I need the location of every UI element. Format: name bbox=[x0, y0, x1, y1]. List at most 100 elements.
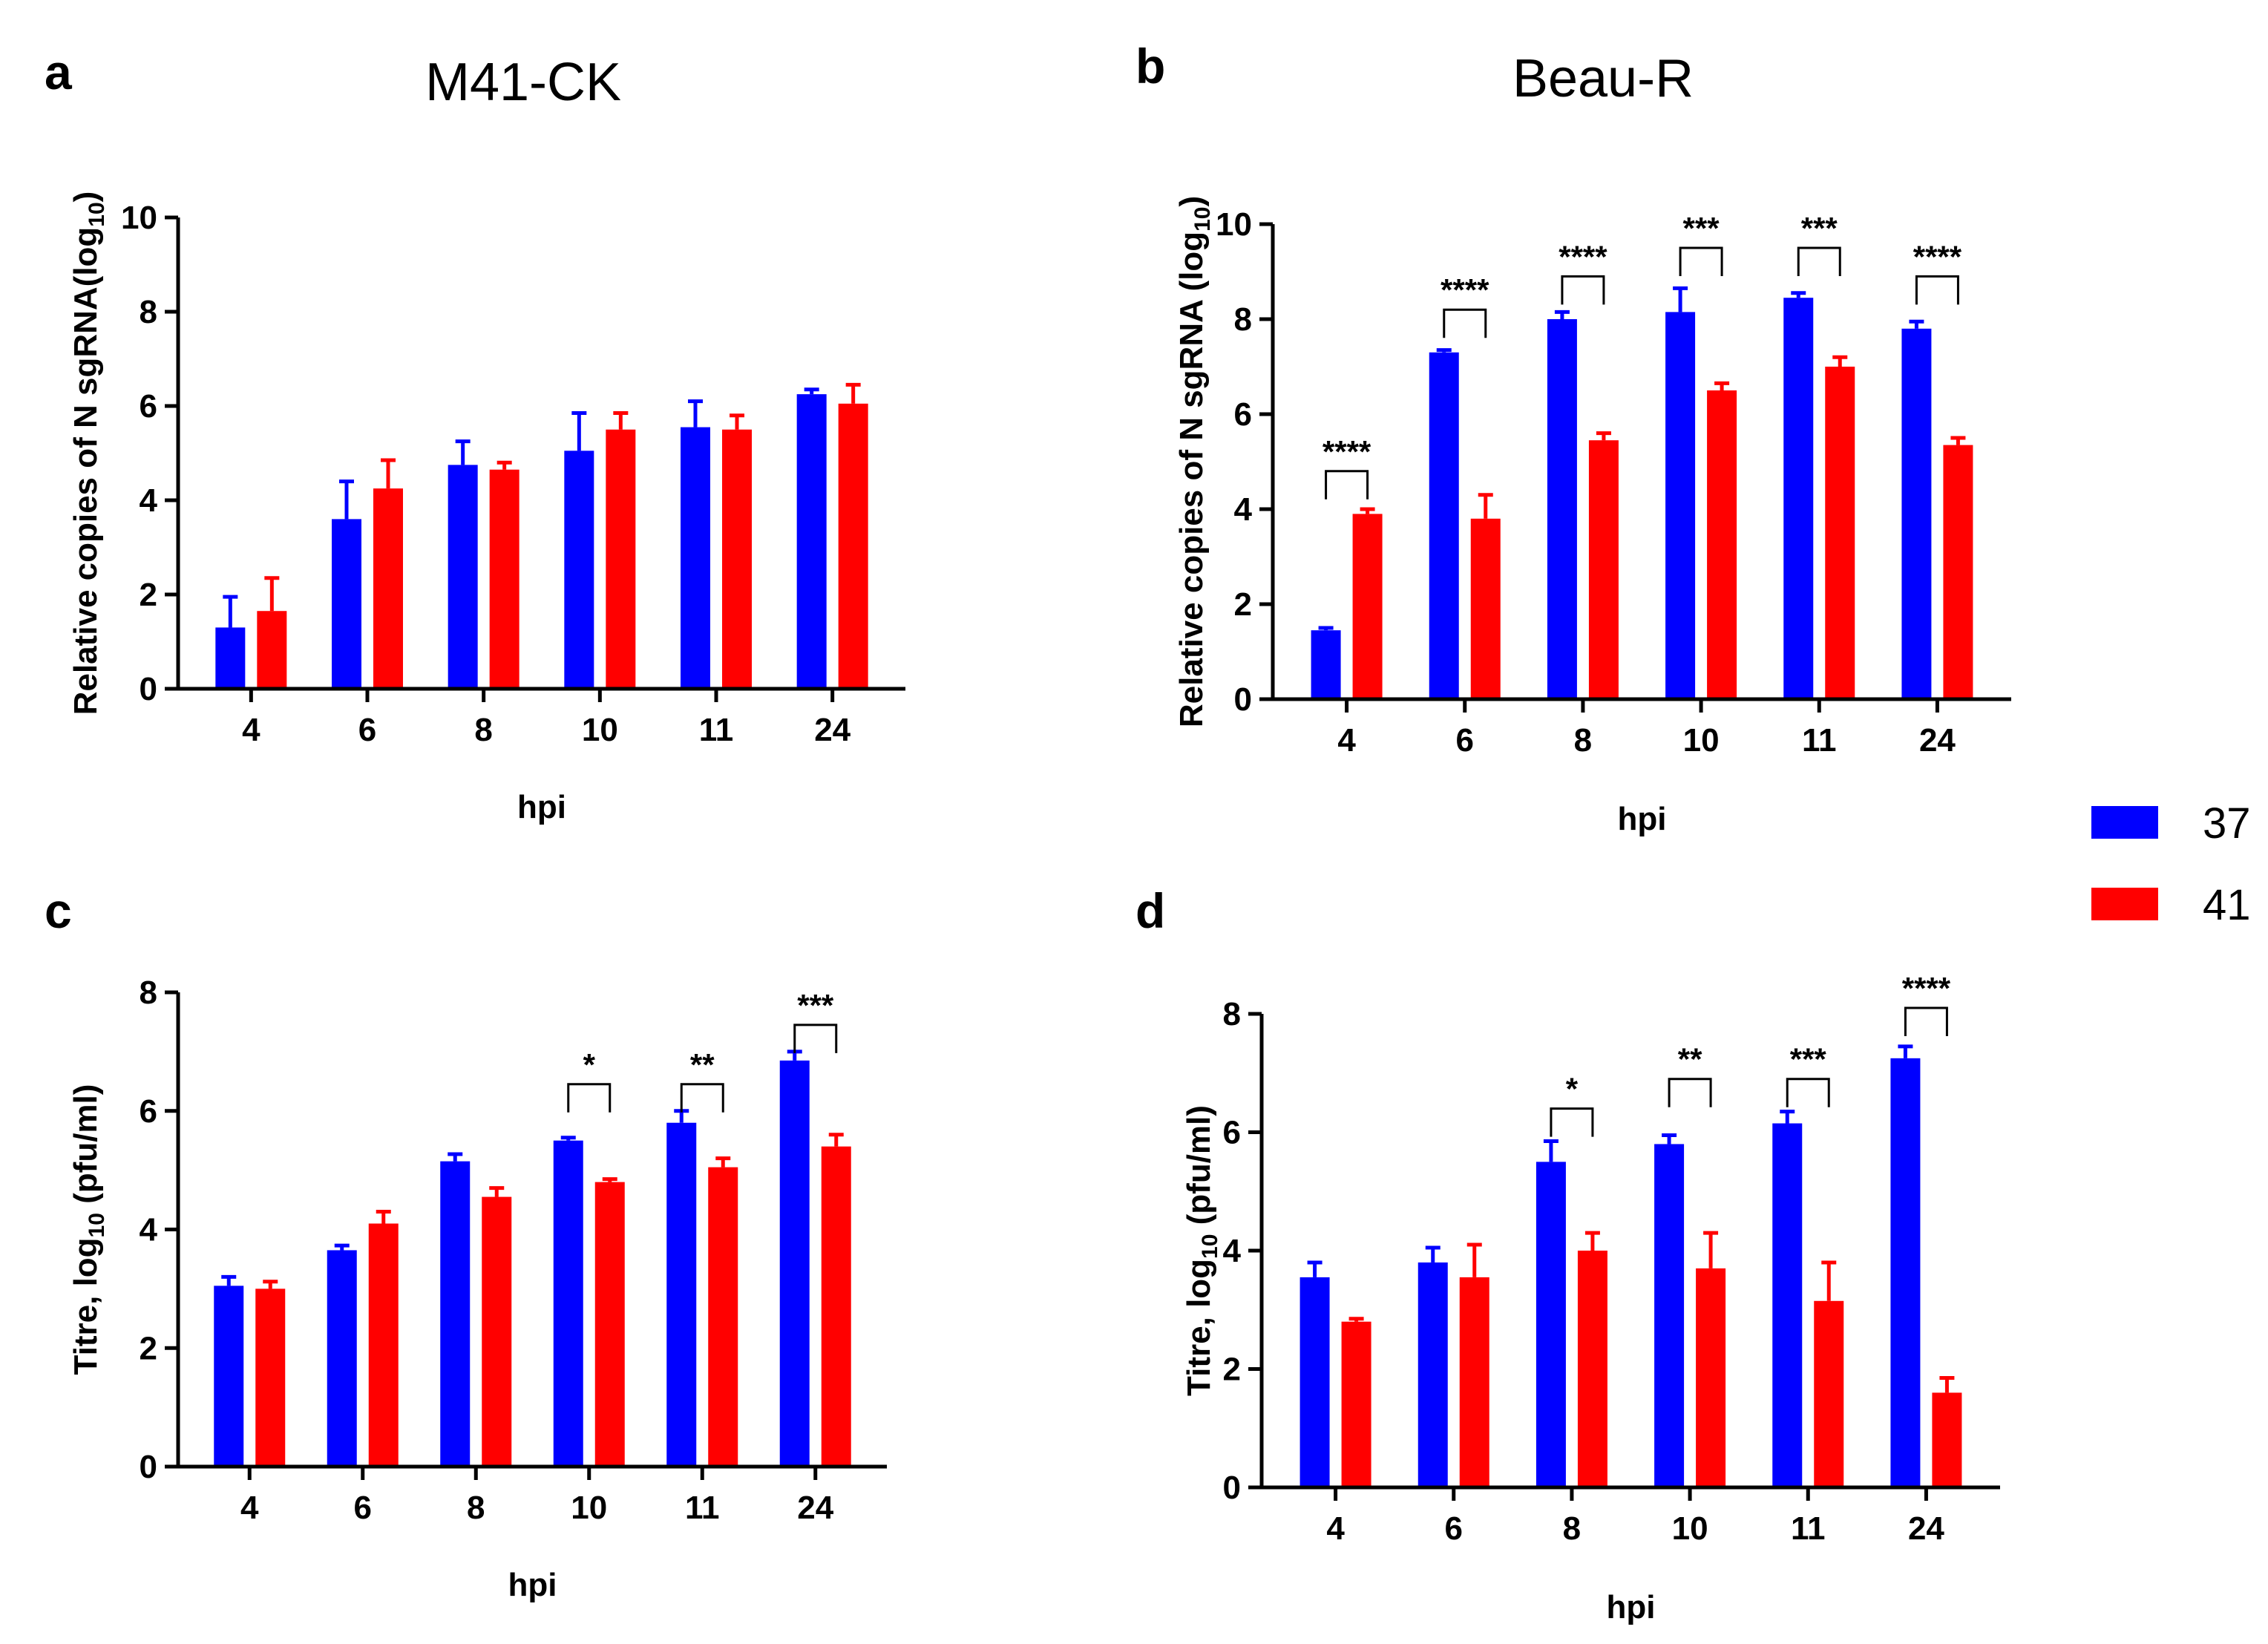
x-tick-label: 11 bbox=[685, 1490, 720, 1526]
bar-41-10 bbox=[594, 1182, 625, 1467]
y-axis-label: Titre, log10 (pfu/ml) bbox=[68, 1084, 109, 1375]
bar-37-8 bbox=[448, 465, 478, 689]
significance-bracket bbox=[1797, 246, 1841, 276]
bar-37-6 bbox=[1418, 1262, 1448, 1487]
x-axis-label: hpi bbox=[508, 1567, 557, 1603]
bar-41-11 bbox=[722, 429, 752, 689]
bar-41-8 bbox=[1588, 440, 1619, 699]
x-axis-label: hpi bbox=[517, 789, 566, 825]
bar-41-24 bbox=[1932, 1392, 1962, 1487]
y-tick-label: 0 bbox=[140, 1449, 157, 1485]
y-tick-label: 6 bbox=[1234, 396, 1252, 433]
bar-37-11 bbox=[1783, 298, 1814, 699]
x-tick-label: 8 bbox=[1563, 1510, 1581, 1547]
bar-37-11 bbox=[1772, 1123, 1803, 1487]
x-tick-label: 4 bbox=[1326, 1510, 1345, 1547]
bar-41-8 bbox=[482, 1196, 512, 1467]
bar-37-10 bbox=[564, 451, 594, 689]
chart-title: Beau-R bbox=[1512, 49, 1694, 108]
bar-41-10 bbox=[1707, 390, 1737, 699]
x-tick-label: 8 bbox=[474, 712, 492, 748]
legend-label: 37 bbox=[2203, 799, 2251, 848]
x-tick-label: 4 bbox=[240, 1490, 259, 1526]
significance-bracket bbox=[1786, 1078, 1830, 1107]
y-tick-label: 4 bbox=[140, 1212, 158, 1248]
significance-label: *** bbox=[797, 988, 834, 1023]
y-tick-label: 6 bbox=[140, 388, 157, 425]
bar-37-4 bbox=[215, 627, 246, 689]
x-tick-label: 6 bbox=[1456, 722, 1474, 759]
y-tick-label: 0 bbox=[1234, 681, 1252, 718]
bar-41-11 bbox=[708, 1167, 738, 1467]
bar-37-24 bbox=[779, 1060, 810, 1467]
legend-swatch-37 bbox=[2091, 806, 2158, 839]
bar-41-4 bbox=[255, 1288, 286, 1467]
significance-label: **** bbox=[1913, 239, 1962, 274]
x-tick-label: 11 bbox=[1791, 1510, 1826, 1547]
y-tick-label: 2 bbox=[1234, 586, 1252, 623]
x-tick-label: 10 bbox=[1683, 722, 1720, 759]
bar-37-6 bbox=[332, 519, 361, 689]
x-tick-label: 10 bbox=[1672, 1510, 1708, 1547]
y-tick-label: 8 bbox=[140, 975, 157, 1011]
bar-37-4 bbox=[1311, 630, 1341, 699]
significance-label: *** bbox=[1683, 211, 1720, 246]
bar-41-6 bbox=[1470, 518, 1501, 699]
significance-label: * bbox=[583, 1047, 596, 1082]
significance-bracket bbox=[680, 1083, 724, 1113]
bar-37-10 bbox=[1654, 1144, 1685, 1487]
bar-37-10 bbox=[1665, 312, 1696, 699]
bar-41-6 bbox=[1459, 1277, 1489, 1487]
y-tick-label: 4 bbox=[140, 482, 158, 519]
x-tick-label: 11 bbox=[699, 712, 734, 748]
significance-bracket bbox=[793, 1024, 838, 1053]
y-axis-label: Titre, log10 (pfu/ml) bbox=[1181, 1105, 1222, 1396]
x-tick-label: 8 bbox=[467, 1490, 485, 1526]
y-axis-label: Relative copies of N sgRNA (log10) bbox=[1173, 196, 1215, 727]
panel-letter: a bbox=[45, 45, 73, 99]
bar-41-11 bbox=[1825, 367, 1855, 699]
x-tick-label: 4 bbox=[242, 712, 260, 748]
x-tick-label: 6 bbox=[1445, 1510, 1463, 1547]
bar-41-4 bbox=[1341, 1321, 1371, 1487]
y-tick-label: 4 bbox=[1223, 1233, 1242, 1269]
x-tick-label: 11 bbox=[1802, 722, 1837, 759]
chart-title: M41-CK bbox=[425, 53, 621, 112]
x-tick-label: 24 bbox=[1919, 722, 1956, 759]
significance-label: **** bbox=[1441, 272, 1489, 307]
panel-letter: b bbox=[1135, 39, 1165, 94]
x-tick-label: 4 bbox=[1337, 722, 1356, 759]
bar-37-6 bbox=[327, 1250, 357, 1467]
bar-37-6 bbox=[1429, 352, 1459, 699]
y-tick-label: 2 bbox=[1223, 1352, 1241, 1388]
y-axis-label: Relative copies of N sgRNA(log10) bbox=[68, 191, 109, 715]
y-tick-label: 6 bbox=[1223, 1115, 1241, 1151]
x-tick-label: 10 bbox=[571, 1490, 607, 1526]
bar-37-4 bbox=[1299, 1277, 1330, 1487]
bar-37-8 bbox=[440, 1161, 471, 1467]
bar-41-4 bbox=[1352, 514, 1383, 699]
bar-37-11 bbox=[681, 427, 710, 689]
significance-bracket bbox=[1668, 1078, 1712, 1107]
legend: 37 41 bbox=[2091, 799, 2251, 929]
significance-bracket bbox=[1550, 1107, 1594, 1137]
bar-41-10 bbox=[1696, 1268, 1726, 1487]
x-axis-label: hpi bbox=[1607, 1589, 1656, 1625]
significance-bracket bbox=[1443, 308, 1487, 338]
significance-label: **** bbox=[1559, 239, 1607, 274]
y-tick-label: 6 bbox=[140, 1093, 157, 1130]
y-tick-label: 2 bbox=[140, 1330, 157, 1366]
significance-bracket bbox=[1325, 470, 1369, 500]
bar-41-6 bbox=[368, 1223, 399, 1467]
significance-label: **** bbox=[1323, 434, 1371, 469]
significance-label: * bbox=[1566, 1072, 1579, 1107]
x-tick-label: 24 bbox=[797, 1490, 833, 1526]
x-tick-label: 24 bbox=[814, 712, 850, 748]
bar-37-4 bbox=[214, 1286, 244, 1467]
y-tick-label: 8 bbox=[1234, 301, 1252, 338]
y-tick-label: 10 bbox=[1216, 206, 1252, 243]
y-tick-label: 4 bbox=[1234, 491, 1253, 528]
